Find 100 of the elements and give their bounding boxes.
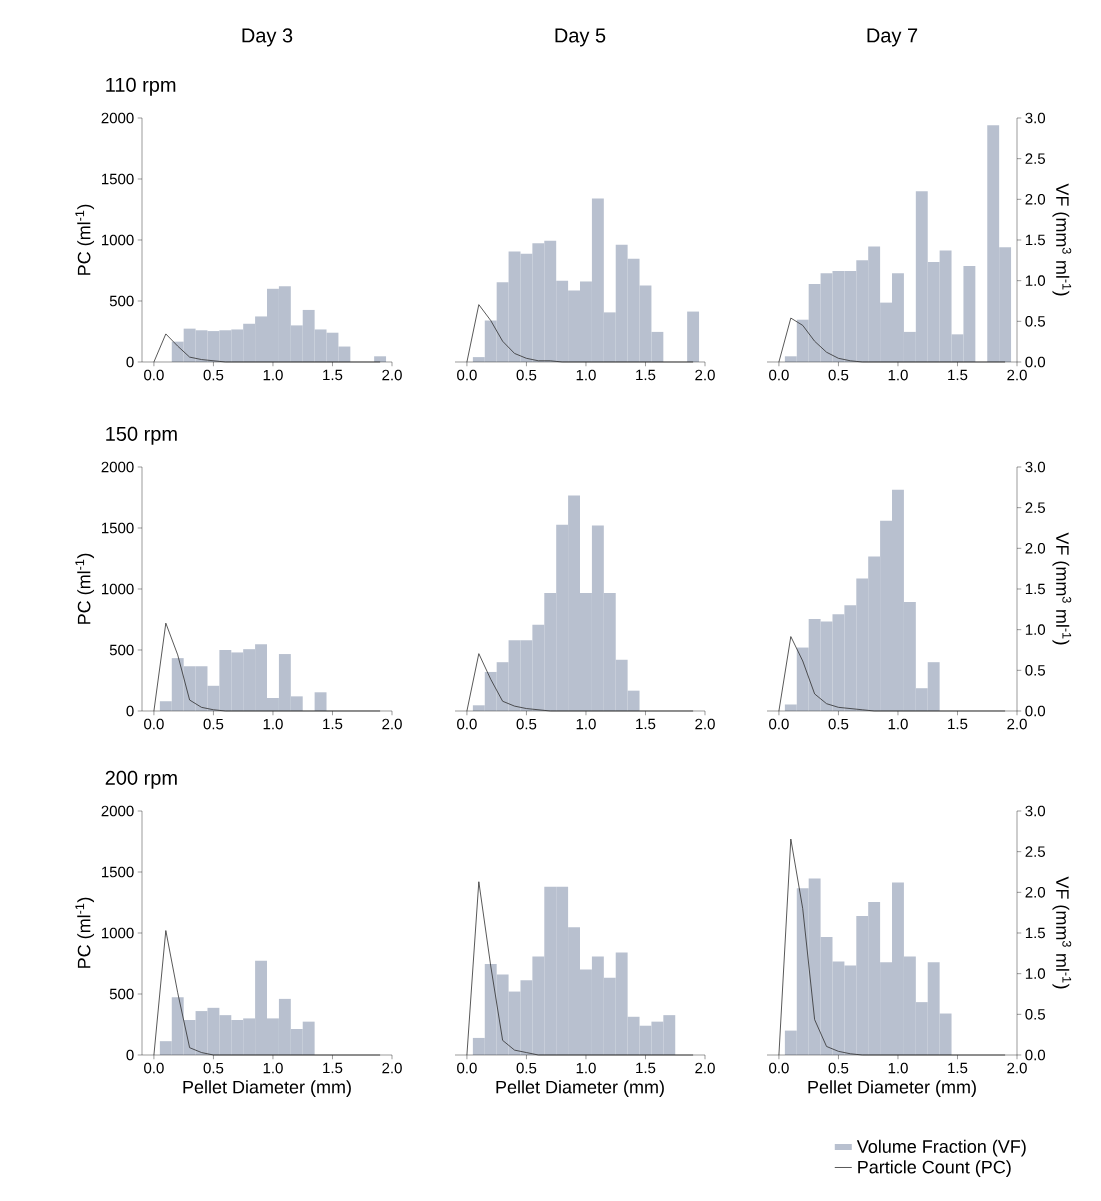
y-tick-label: 0: [126, 356, 134, 368]
x-tick-label: 1.0: [888, 1062, 908, 1074]
y2-tick-label: 2.0: [1025, 543, 1046, 554]
y-tick-label: 1500: [102, 866, 134, 878]
y2-tick-label: 1.5: [1025, 927, 1046, 939]
text: 200 rpm: [105, 770, 177, 789]
x-tick-label: 2.0: [382, 718, 402, 730]
y2-tick-label: 1.5: [1025, 583, 1046, 595]
x-tick-label: 0.0: [457, 1062, 477, 1074]
x-tick-label: 2.0: [695, 1062, 715, 1074]
y-tick-label: 500: [109, 295, 134, 307]
x-tick-label: 0.5: [203, 718, 224, 730]
x-tick-label: 1.5: [636, 718, 656, 730]
y2-tick-label: 2.5: [1025, 502, 1046, 513]
x-tick-label: 0.0: [144, 1062, 164, 1074]
legend-label: Volume Fraction (VF): [856, 1139, 1026, 1157]
x-tick-label: 2.0: [1007, 369, 1027, 381]
x-tick-label: 1.5: [636, 369, 656, 381]
x-tick-label: 0.5: [828, 1062, 849, 1074]
x-tick-label: 0.5: [516, 1062, 537, 1074]
x-tick-label: 0.5: [516, 369, 537, 381]
x-tick-label: 2.0: [695, 369, 715, 381]
y2-tick-label: 3.0: [1025, 461, 1046, 473]
y-tick-label: 1000: [102, 583, 134, 595]
bar: [687, 311, 700, 362]
x-tick-label: 1.5: [636, 1062, 656, 1074]
legend-label: Particle Count (PC): [858, 1160, 1011, 1177]
y-tick-label: 0: [126, 1049, 134, 1061]
chart-title: Day 3: [242, 28, 293, 47]
y2-axis-title: VF (mm$^{3}$ ml$^{-1}$): [1052, 876, 1072, 989]
y2-tick-label: 1.0: [1025, 968, 1046, 979]
y2-tick-label: 3.0: [1025, 112, 1046, 124]
x-tick-label: 0.5: [203, 369, 224, 381]
y2-tick-label: 0.0: [1025, 356, 1046, 368]
y-tick-label: 1500: [102, 173, 134, 185]
x-axis-title: Pellet Diameter (mm): [808, 1080, 976, 1098]
y2-axis-title: VF (mm$^{3}$ ml$^{-1}$): [1052, 532, 1072, 645]
chart-title: Day 5: [555, 28, 606, 47]
x-tick-label: 0.5: [828, 369, 849, 381]
x-tick-label: 2.0: [382, 1062, 402, 1074]
x-tick-label: 1.5: [948, 718, 968, 730]
y2-tick-label: 0.5: [1025, 1009, 1046, 1020]
x-tick-label: 1.5: [323, 1062, 343, 1074]
x-tick-label: 2.0: [1007, 718, 1027, 730]
x-tick-label: 0.0: [457, 369, 477, 381]
y2-tick-label: 1.0: [1025, 624, 1046, 635]
x-tick-label: 1.0: [576, 369, 596, 381]
y-tick-label: 500: [109, 644, 134, 656]
x-axis-title: Pellet Diameter (mm): [183, 1080, 351, 1098]
x-tick-label: 1.0: [263, 718, 283, 730]
y-axis-title: PC (ml$^{-1}$): [75, 897, 95, 968]
text: 110 rpm: [106, 77, 176, 96]
y-tick-label: 1500: [102, 522, 134, 534]
x-tick-label: 1.5: [323, 369, 343, 381]
chart-title: Day 7: [867, 28, 918, 47]
y-tick-label: 2000: [101, 805, 134, 817]
x-tick-label: 1.5: [948, 1062, 968, 1074]
y-axis-title: PC (ml$^{-1}$): [75, 553, 95, 624]
x-tick-label: 0.5: [516, 718, 537, 730]
y-axis-title: PC (ml$^{-1}$): [75, 204, 95, 275]
y2-tick-label: 0.0: [1025, 705, 1046, 717]
x-tick-label: 0.0: [769, 1062, 789, 1074]
x-tick-label: 2.0: [382, 369, 402, 381]
y2-tick-label: 0.0: [1025, 1049, 1046, 1061]
y-tick-label: 2000: [101, 112, 134, 124]
x-tick-label: 0.0: [144, 718, 164, 730]
x-tick-label: 0.5: [203, 1062, 224, 1074]
x-tick-label: 1.0: [576, 1062, 596, 1074]
y-tick-label: 0: [126, 705, 134, 717]
x-tick-label: 1.0: [888, 718, 908, 730]
text: 150 rpm: [106, 426, 177, 445]
x-tick-label: 1.0: [263, 369, 283, 381]
y-tick-label: 500: [109, 988, 134, 1000]
x-tick-label: 1.0: [263, 1062, 283, 1074]
x-tick-label: 1.5: [948, 369, 968, 381]
y2-tick-label: 2.0: [1025, 194, 1046, 205]
y2-tick-label: 0.5: [1025, 316, 1046, 327]
y-tick-label: 2000: [101, 461, 134, 473]
y-tick-label: 1000: [102, 234, 134, 246]
y-tick-label: 1000: [102, 927, 134, 939]
bar: [314, 692, 327, 711]
y2-tick-label: 1.0: [1025, 275, 1046, 286]
x-axis-title: Pellet Diameter (mm): [496, 1080, 664, 1098]
y2-tick-label: 3.0: [1025, 805, 1046, 817]
x-tick-label: 1.0: [888, 369, 908, 381]
x-tick-label: 0.0: [769, 718, 789, 730]
y2-tick-label: 0.5: [1025, 665, 1046, 676]
x-tick-label: 2.0: [1007, 1062, 1027, 1074]
x-tick-label: 0.0: [144, 369, 164, 381]
y2-tick-label: 2.5: [1025, 846, 1046, 857]
x-tick-label: 2.0: [695, 718, 715, 730]
x-tick-label: 0.0: [457, 718, 477, 730]
x-tick-label: 1.0: [576, 718, 596, 730]
y2-tick-label: 2.0: [1025, 887, 1046, 898]
x-tick-label: 0.0: [769, 369, 789, 381]
y2-tick-label: 2.5: [1025, 153, 1046, 164]
y2-axis-title: VF (mm$^{3}$ ml$^{-1}$): [1052, 183, 1072, 296]
x-tick-label: 1.5: [323, 718, 343, 730]
x-tick-label: 0.5: [828, 718, 849, 730]
y2-tick-label: 1.5: [1025, 234, 1046, 246]
